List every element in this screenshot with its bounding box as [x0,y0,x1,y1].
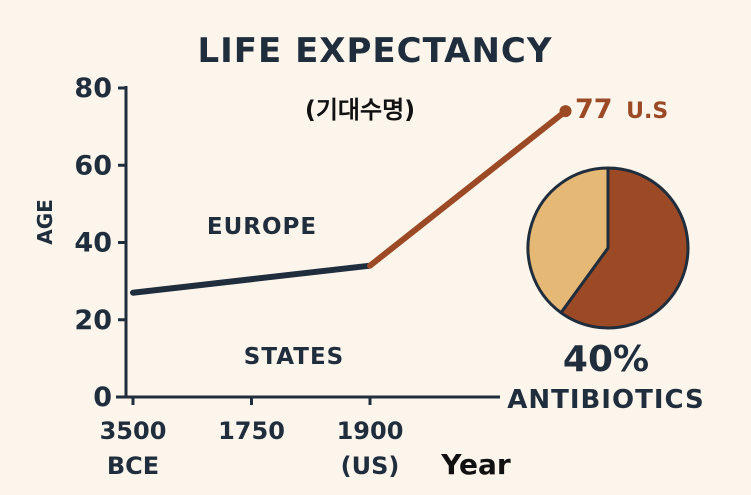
pie-percent-label: 40% [563,339,649,380]
x-tick-sublabel: (US) [341,452,400,480]
y-tick-labels: 0 20 40 60 80 [74,73,126,413]
series-end-marker [559,105,572,118]
series-line-u-s [367,108,569,269]
annotation-europe: EUROPE [207,214,317,240]
endpoint-label: 77 U.S [575,94,668,125]
pie-caption: ANTIBIOTICS [507,385,705,415]
chart-subtitle: (기대수명) [305,96,415,124]
endpoint-value: 77 [575,94,613,125]
y-tick-label: 40 [74,228,112,259]
y-tick-label: 80 [74,73,112,104]
y-axis-label: AGE [33,199,57,245]
x-tick-labels: 3500 BCE 1750 1900 (US) [100,397,404,480]
x-tick-sublabel: BCE [107,452,159,480]
series-group [130,105,572,296]
series-line-europe [130,262,373,296]
y-tick-label: 0 [93,382,112,413]
endpoint-country: U.S [626,99,668,124]
chart-title: LIFE EXPECTANCY [197,31,552,71]
x-tick-label: 1750 [218,417,285,445]
pie-slice-other [559,166,690,330]
y-tick-label: 20 [74,305,112,336]
x-tick-label: 1900 [337,417,404,445]
x-axis-label: Year [440,448,511,481]
y-tick-label: 60 [74,150,112,181]
antibiotics-pie [526,166,690,330]
x-tick-label: 3500 [100,417,167,445]
pie-slice-antibiotics [526,166,610,315]
annotation-states: STATES [244,344,344,370]
